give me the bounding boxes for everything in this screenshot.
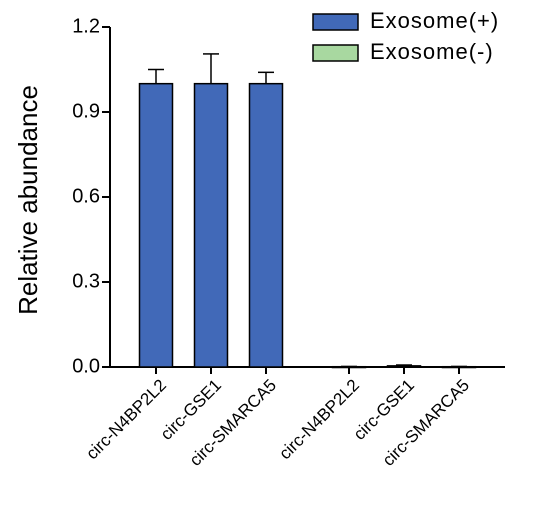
- y-tick-label: 0.6: [72, 185, 100, 207]
- error-bar: [396, 364, 412, 366]
- error-bar: [203, 53, 219, 84]
- y-tick-label: 1.2: [72, 15, 100, 37]
- y-tick-label: 0.0: [72, 355, 100, 377]
- legend-swatch: [312, 13, 359, 31]
- error-bar: [148, 68, 164, 84]
- legend-swatch: [312, 44, 359, 62]
- y-tick-label: 0.9: [72, 100, 100, 122]
- legend-label: Exosome(+): [370, 8, 499, 33]
- x-tick-label: circ-N4BP2L2: [82, 376, 170, 464]
- x-tick-label: circ-N4BP2L2: [275, 376, 363, 464]
- y-tick-label: 0.3: [72, 270, 100, 292]
- bar: [138, 82, 174, 368]
- legend-label: Exosome(-): [370, 39, 494, 64]
- error-bar: [258, 71, 274, 84]
- y-axis-label: Relative abundance: [13, 85, 43, 315]
- bar: [248, 82, 284, 368]
- bar: [386, 365, 422, 368]
- bar: [193, 82, 229, 368]
